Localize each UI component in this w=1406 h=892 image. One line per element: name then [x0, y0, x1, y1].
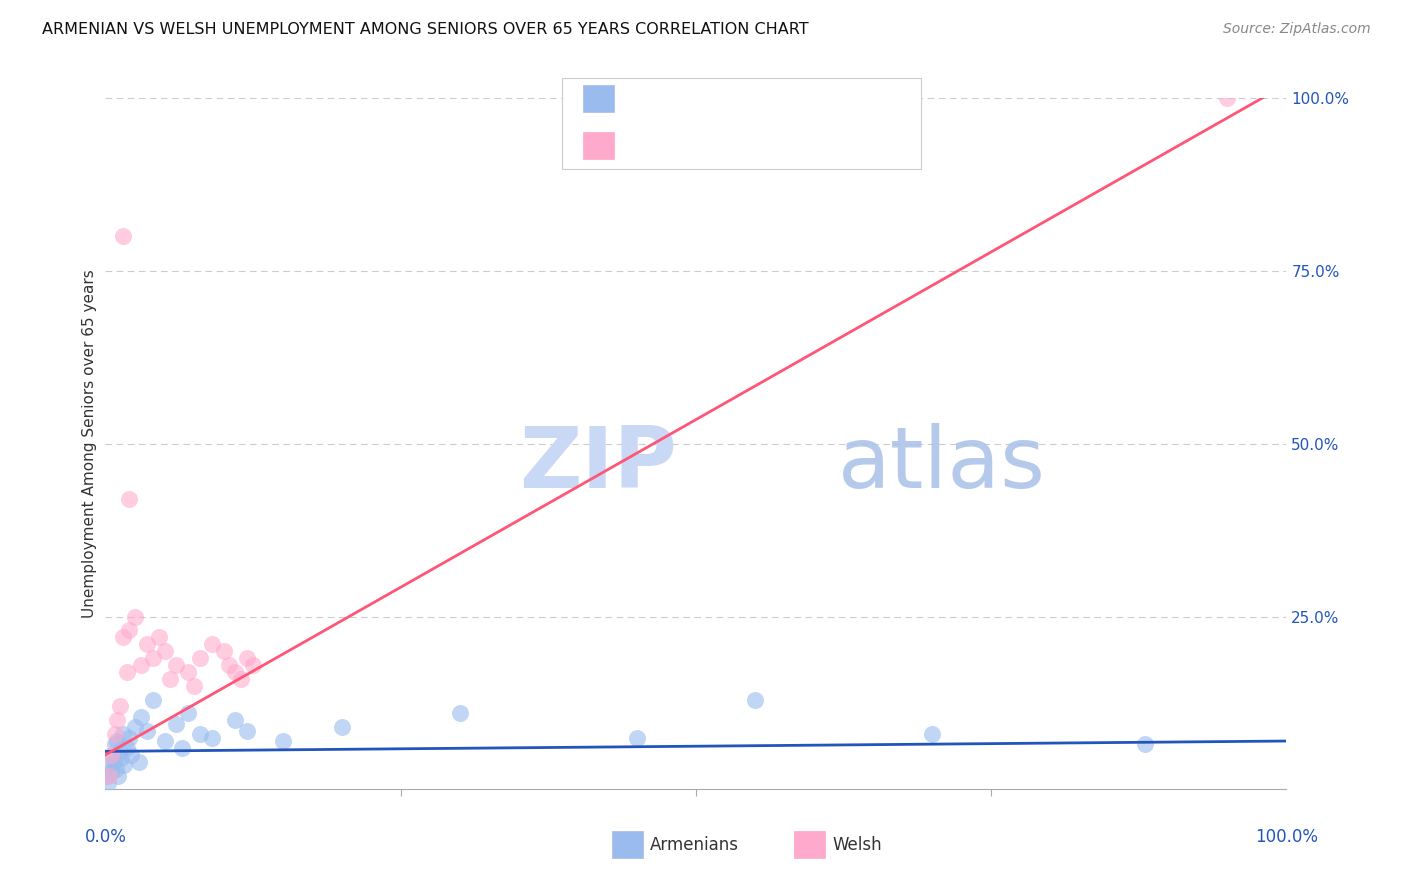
Point: [236, 651, 259, 665]
Point: [108, 744, 131, 758]
Point: [188, 651, 211, 665]
Point: [104, 727, 127, 741]
Point: [330, 720, 353, 734]
Point: [100, 765, 122, 780]
Text: Armenians: Armenians: [650, 836, 738, 854]
Point: [165, 716, 187, 731]
Text: Source: ZipAtlas.com: Source: ZipAtlas.com: [1223, 22, 1371, 37]
Point: [104, 738, 127, 752]
Point: [112, 758, 135, 772]
Point: [1133, 738, 1156, 752]
Point: [242, 658, 264, 673]
Point: [626, 731, 648, 745]
Point: [112, 727, 135, 741]
Point: [142, 692, 165, 706]
Point: [100, 747, 122, 762]
Point: [108, 699, 131, 714]
Point: [231, 672, 253, 686]
Text: R = 0.042   N = 37: R = 0.042 N = 37: [626, 89, 783, 107]
Point: [188, 727, 211, 741]
Point: [101, 747, 124, 762]
Text: 100.0%: 100.0%: [1256, 828, 1317, 846]
Text: Welsh: Welsh: [832, 836, 882, 854]
Point: [201, 637, 224, 651]
Point: [165, 658, 187, 673]
Point: [177, 665, 200, 679]
Point: [183, 679, 205, 693]
Point: [96, 769, 118, 783]
Point: [105, 734, 128, 748]
Point: [153, 644, 176, 658]
Point: [1216, 91, 1239, 105]
Point: [112, 229, 135, 244]
Point: [97, 775, 120, 789]
Point: [212, 644, 235, 658]
Point: [201, 731, 224, 745]
Point: [124, 720, 146, 734]
Point: [177, 706, 200, 721]
Point: [224, 665, 246, 679]
Point: [135, 637, 157, 651]
Point: [142, 651, 165, 665]
Y-axis label: Unemployment Among Seniors over 65 years: Unemployment Among Seniors over 65 years: [82, 269, 97, 618]
Point: [115, 665, 138, 679]
Point: [124, 609, 146, 624]
Point: [921, 727, 943, 741]
Point: [172, 740, 194, 755]
Point: [129, 710, 152, 724]
Point: [271, 734, 294, 748]
Point: [98, 769, 121, 783]
Point: [105, 762, 128, 776]
Point: [107, 769, 129, 783]
Point: [148, 631, 170, 645]
Point: [115, 740, 138, 755]
Point: [744, 692, 766, 706]
Text: 0.0%: 0.0%: [84, 828, 127, 846]
Point: [449, 706, 471, 721]
Point: [118, 492, 141, 507]
Point: [236, 723, 259, 738]
Point: [98, 758, 121, 772]
Point: [153, 734, 176, 748]
Text: R = 0.623   N = 29: R = 0.623 N = 29: [626, 136, 783, 154]
Point: [218, 658, 240, 673]
Text: ZIP: ZIP: [519, 423, 676, 506]
Point: [224, 714, 246, 728]
Point: [129, 658, 152, 673]
Point: [128, 755, 150, 769]
Point: [159, 672, 181, 686]
Point: [118, 624, 141, 638]
Text: atlas: atlas: [838, 423, 1046, 506]
Point: [105, 714, 128, 728]
Point: [112, 631, 135, 645]
Text: ARMENIAN VS WELSH UNEMPLOYMENT AMONG SENIORS OVER 65 YEARS CORRELATION CHART: ARMENIAN VS WELSH UNEMPLOYMENT AMONG SEN…: [42, 22, 808, 37]
Point: [103, 755, 125, 769]
Point: [118, 731, 141, 745]
Point: [120, 747, 142, 762]
Point: [135, 723, 157, 738]
Point: [110, 751, 132, 765]
